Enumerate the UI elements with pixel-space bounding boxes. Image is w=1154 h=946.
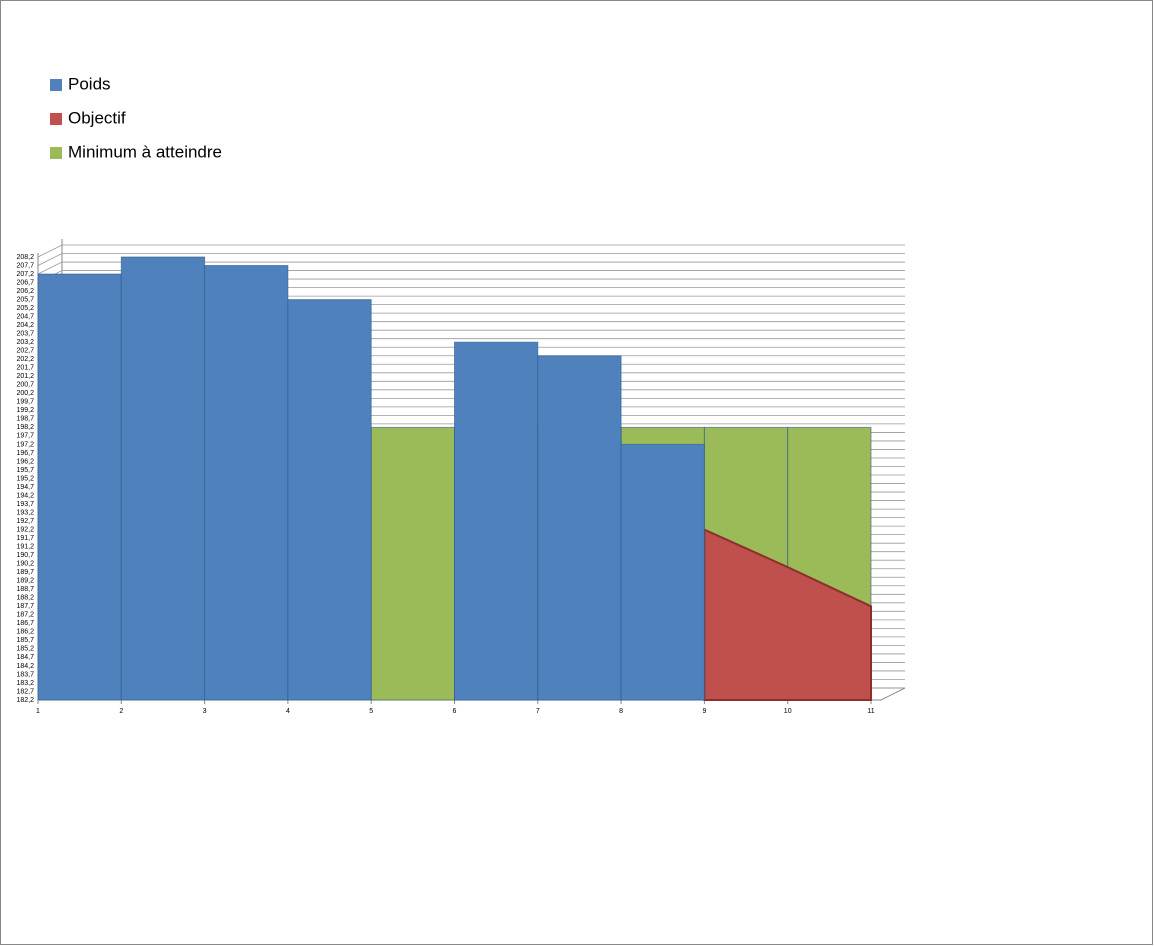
y-tick-label: 183,2 xyxy=(16,680,34,687)
y-tick-label: 190,2 xyxy=(16,561,34,568)
legend-label: Minimum à atteindre xyxy=(68,142,222,161)
y-tick-label: 207,2 xyxy=(16,271,34,278)
y-tick-label: 201,7 xyxy=(16,365,34,372)
y-tick-label: 204,7 xyxy=(16,313,34,320)
legend-label: Poids xyxy=(68,74,111,93)
x-tick-label: 10 xyxy=(784,708,792,715)
area-step xyxy=(204,265,289,701)
grid-line xyxy=(37,261,905,275)
y-tick-label: 185,2 xyxy=(16,646,34,653)
y-tick-label: 184,7 xyxy=(16,654,34,661)
y-tick-label: 200,7 xyxy=(16,382,34,389)
y-tick-label: 202,2 xyxy=(16,356,34,363)
area-step xyxy=(37,273,122,701)
area-step xyxy=(620,443,705,701)
y-tick-label: 187,2 xyxy=(16,612,34,619)
y-tick-label: 188,2 xyxy=(16,595,34,602)
y-tick-label: 208,2 xyxy=(16,254,34,261)
y-tick-label: 197,2 xyxy=(16,441,34,448)
y-tick-label: 186,2 xyxy=(16,629,34,636)
y-tick-label: 195,2 xyxy=(16,475,34,482)
x-tick-label: 7 xyxy=(536,708,540,715)
y-tick-label: 201,2 xyxy=(16,373,34,380)
grid-line xyxy=(37,244,905,258)
y-tick-label: 182,7 xyxy=(16,688,34,695)
area-step xyxy=(454,341,539,701)
y-tick-label: 191,2 xyxy=(16,543,34,550)
x-tick-label: 1 xyxy=(36,708,40,715)
y-tick-label: 189,7 xyxy=(16,569,34,576)
area-step xyxy=(120,256,206,701)
y-tick-label: 196,2 xyxy=(16,458,34,465)
y-tick-label: 182,2 xyxy=(16,697,34,704)
y-tick-label: 205,7 xyxy=(16,296,34,303)
area-step xyxy=(537,355,622,701)
y-tick-label: 200,2 xyxy=(16,390,34,397)
y-tick-label: 205,2 xyxy=(16,305,34,312)
y-tick-label: 195,7 xyxy=(16,467,34,474)
y-tick-label: 206,7 xyxy=(16,279,34,286)
legend-swatch xyxy=(50,79,62,91)
y-tick-label: 189,2 xyxy=(16,578,34,585)
x-tick-label: 11 xyxy=(867,708,874,715)
y-tick-label: 186,7 xyxy=(16,620,34,627)
x-tick-label: 8 xyxy=(619,708,623,715)
y-tick-label: 193,7 xyxy=(16,501,34,508)
area-step xyxy=(370,426,456,701)
x-tick-label: 4 xyxy=(286,708,290,715)
y-tick-label: 192,2 xyxy=(16,526,34,533)
y-tick-label: 196,7 xyxy=(16,450,34,457)
y-tick-label: 202,7 xyxy=(16,348,34,355)
y-tick-label: 198,7 xyxy=(16,416,34,423)
legend-swatch xyxy=(50,113,62,125)
y-tick-label: 193,2 xyxy=(16,509,34,516)
y-tick-label: 188,7 xyxy=(16,586,34,593)
x-tick-label: 3 xyxy=(203,708,207,715)
legend-label: Objectif xyxy=(68,108,126,127)
y-tick-label: 199,7 xyxy=(16,399,34,406)
grid-line xyxy=(37,253,905,266)
y-tick-label: 183,7 xyxy=(16,671,34,678)
x-tick-label: 5 xyxy=(369,708,373,715)
y-tick-label: 203,7 xyxy=(16,331,34,338)
x-tick-label: 6 xyxy=(453,708,457,715)
y-tick-label: 197,7 xyxy=(16,433,34,440)
x-tick-label: 2 xyxy=(119,708,123,715)
y-tick-label: 194,7 xyxy=(16,484,34,491)
y-tick-label: 191,7 xyxy=(16,535,34,542)
y-tick-label: 203,2 xyxy=(16,339,34,346)
y-tick-label: 207,7 xyxy=(16,262,34,269)
area-step xyxy=(287,299,372,701)
y-tick-label: 192,7 xyxy=(16,518,34,525)
y-tick-label: 199,2 xyxy=(16,407,34,414)
y-tick-label: 187,7 xyxy=(16,603,34,610)
x-tick-label: 9 xyxy=(702,708,706,715)
y-tick-label: 190,7 xyxy=(16,552,34,559)
legend-swatch xyxy=(50,147,62,159)
y-tick-label: 204,2 xyxy=(16,322,34,329)
y-tick-label: 184,2 xyxy=(16,663,34,670)
y-tick-label: 198,2 xyxy=(16,424,34,431)
y-tick-label: 194,2 xyxy=(16,492,34,499)
y-tick-label: 185,7 xyxy=(16,637,34,644)
y-tick-label: 206,2 xyxy=(16,288,34,295)
